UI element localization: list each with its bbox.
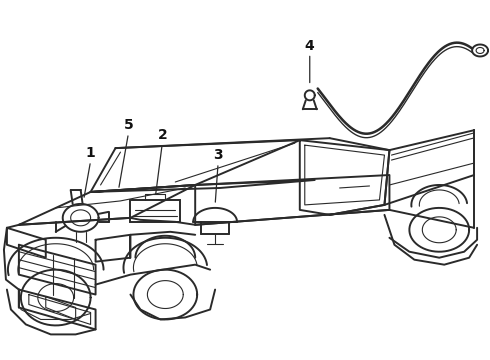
- Text: 1: 1: [86, 146, 96, 160]
- Bar: [130, 200, 180, 222]
- Text: 3: 3: [213, 148, 223, 162]
- Text: 2: 2: [157, 128, 167, 142]
- Text: 4: 4: [305, 39, 315, 53]
- Text: 5: 5: [123, 118, 133, 132]
